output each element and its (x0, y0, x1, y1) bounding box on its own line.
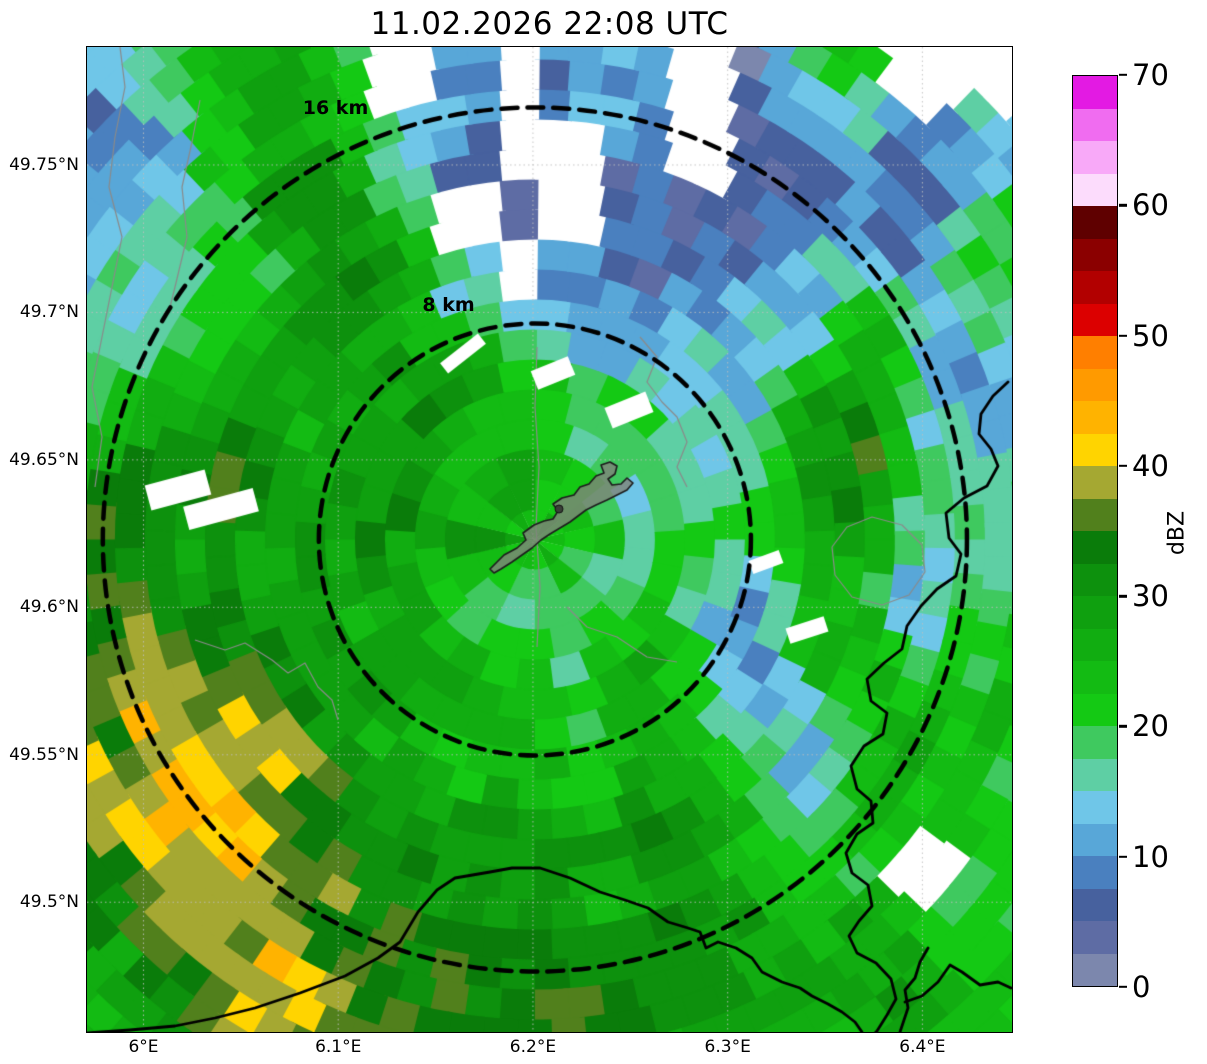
radar-field-canvas (86, 46, 1012, 1032)
x-tick-label: 6.4°E (899, 1037, 946, 1057)
colorbar-cell (1073, 856, 1117, 889)
colorbar-tick-mark (1119, 594, 1127, 598)
colorbar-tick-label: 30 (1132, 579, 1169, 614)
colorbar-cell (1073, 758, 1117, 791)
colorbar-cell (1073, 531, 1117, 564)
colorbar-cell (1073, 108, 1117, 141)
colorbar-cell (1073, 791, 1117, 824)
colorbar-cell (1073, 271, 1117, 304)
y-tick-label: 49.5°N (19, 892, 79, 913)
colorbar-cell (1073, 336, 1117, 369)
colorbar-tick-label: 60 (1132, 188, 1169, 223)
colorbar-cell (1073, 303, 1117, 336)
y-tick-label: 49.55°N (9, 744, 79, 765)
radar-map: 16 km 8 km (85, 45, 1013, 1033)
colorbar-tick-label: 70 (1132, 58, 1169, 92)
x-tick-label: 6°E (128, 1037, 159, 1057)
colorbar-tick-label: 40 (1132, 448, 1169, 483)
x-tick-label: 6.1°E (315, 1037, 362, 1057)
colorbar-cell (1073, 433, 1117, 466)
y-tick-label: 49.75°N (9, 154, 79, 175)
colorbar-cell (1073, 693, 1117, 726)
colorbar-cell (1073, 206, 1117, 239)
colorbar-tick-mark (1119, 855, 1127, 858)
colorbar-cell (1073, 466, 1117, 499)
colorbar-tick-label: 0 (1132, 970, 1151, 1004)
range-ring-label-16km: 16 km (302, 96, 369, 119)
y-tick-label: 49.7°N (19, 302, 79, 323)
y-tick-label: 49.6°N (19, 597, 79, 618)
colorbar-cell (1073, 173, 1117, 206)
colorbar-cell (1073, 921, 1117, 954)
y-tick-label: 49.65°N (9, 449, 79, 470)
figure-title: 11.02.2026 22:08 UTC (370, 6, 729, 42)
colorbar-cell (1073, 726, 1117, 759)
colorbar-tick-mark (1119, 464, 1127, 468)
colorbar-cell (1073, 823, 1117, 856)
colorbar (1072, 75, 1118, 987)
colorbar-cell (1073, 661, 1117, 694)
x-tick-label: 6.3°E (704, 1037, 751, 1057)
colorbar-tick-label: 50 (1132, 318, 1169, 353)
colorbar-axis-label: dBZ (1164, 510, 1190, 556)
colorbar-cell (1073, 76, 1117, 109)
colorbar-cell (1073, 563, 1117, 596)
colorbar-cell (1073, 401, 1117, 434)
colorbar-tick-label: 10 (1132, 839, 1169, 874)
colorbar-tick-mark (1119, 73, 1127, 77)
range-ring-label-8km: 8 km (422, 293, 475, 316)
x-tick-label: 6.2°E (509, 1037, 557, 1057)
colorbar-cell (1073, 141, 1117, 174)
colorbar-tick-mark (1119, 985, 1127, 989)
colorbar-cell (1073, 238, 1117, 271)
colorbar-cell (1073, 628, 1117, 661)
colorbar-cell (1073, 888, 1117, 921)
colorbar-cell (1073, 953, 1117, 986)
colorbar-tick-label: 20 (1132, 709, 1169, 744)
colorbar-tick-mark (1119, 725, 1127, 728)
colorbar-cell (1073, 498, 1117, 531)
colorbar-cell (1073, 596, 1117, 629)
colorbar-cell (1073, 368, 1117, 401)
colorbar-tick-mark (1119, 204, 1127, 207)
colorbar-tick-mark (1119, 334, 1127, 337)
